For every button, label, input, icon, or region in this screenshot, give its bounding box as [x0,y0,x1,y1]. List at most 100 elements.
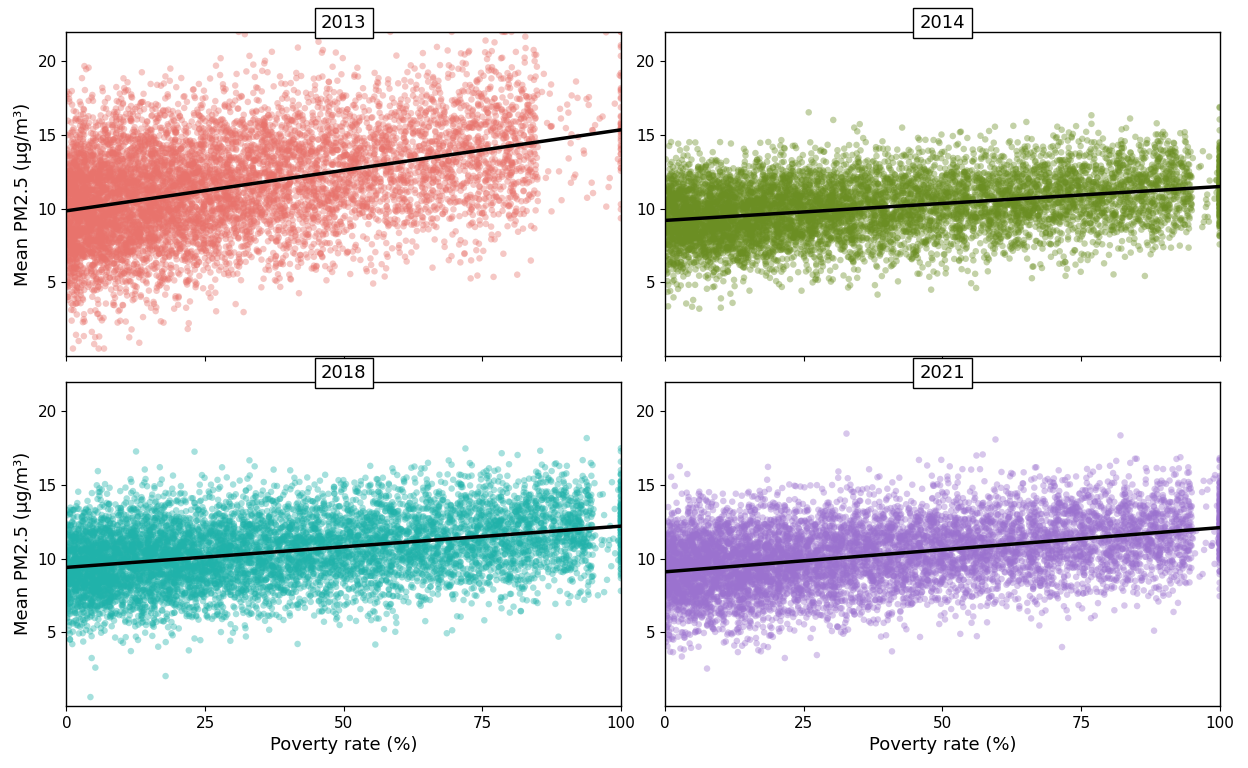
Point [1065,192,1085,204]
Point [393,192,413,204]
Point [663,174,683,187]
Point [64,584,84,596]
Point [182,197,202,210]
Point [278,227,298,239]
Point [479,65,499,77]
Point [117,558,137,571]
Point [1091,167,1111,180]
Point [1149,170,1169,182]
Point [170,227,190,239]
Point [1050,227,1070,239]
Point [1027,510,1047,522]
Point [280,186,300,198]
Point [312,533,332,545]
Point [101,589,121,601]
Point [156,147,176,159]
Point [278,187,298,200]
Point [1026,517,1046,529]
Point [713,567,733,579]
Point [977,181,997,194]
Point [354,530,374,542]
Point [1136,193,1156,205]
Point [482,229,502,241]
Point [74,135,94,147]
Point [498,518,518,530]
Point [975,537,995,549]
Point [411,515,431,528]
Point [787,184,807,197]
Point [111,533,131,545]
Point [262,534,282,546]
Point [67,177,87,190]
Point [499,109,519,121]
Point [90,525,110,537]
Point [935,513,955,525]
Point [461,159,480,171]
Point [885,221,905,233]
Point [659,551,679,564]
Point [125,162,145,174]
Point [780,523,800,535]
Point [381,174,401,186]
Point [131,130,151,142]
Point [728,254,748,266]
Point [328,538,348,550]
Point [479,469,499,482]
Point [909,244,929,257]
Point [681,567,701,579]
Point [824,564,844,576]
Point [156,183,176,195]
Point [135,257,155,269]
Point [770,615,790,627]
Point [358,171,378,184]
Point [751,560,771,572]
Point [251,531,271,544]
Point [664,551,684,563]
Point [434,240,454,253]
Point [176,536,196,548]
Point [95,501,115,513]
Point [776,165,796,177]
Point [57,569,77,581]
Point [825,214,845,226]
Point [961,523,981,535]
Point [879,226,899,238]
Point [303,531,323,543]
Point [363,508,383,520]
Point [131,184,151,197]
Point [1141,223,1161,236]
Point [80,625,100,637]
Point [161,175,181,187]
Point [942,556,962,568]
Point [973,548,993,561]
Point [841,200,861,212]
Point [384,189,404,201]
Point [1043,518,1063,530]
Point [367,528,387,540]
Point [958,190,978,203]
Point [283,200,303,213]
Point [1011,520,1031,532]
Point [660,192,680,204]
Point [344,560,364,572]
Point [240,187,260,200]
Point [107,199,127,211]
Point [559,522,579,535]
Point [1173,161,1193,173]
Point [89,330,109,343]
Point [736,518,756,531]
Point [750,577,770,589]
Point [458,545,478,558]
Point [929,214,948,227]
Point [719,242,739,254]
Point [660,285,680,297]
Point [505,46,525,58]
Point [679,200,699,212]
Point [85,525,105,537]
Point [161,207,181,220]
Point [982,574,1002,586]
Point [1053,192,1073,204]
Point [523,524,543,536]
Point [111,180,131,192]
Point [711,535,731,548]
